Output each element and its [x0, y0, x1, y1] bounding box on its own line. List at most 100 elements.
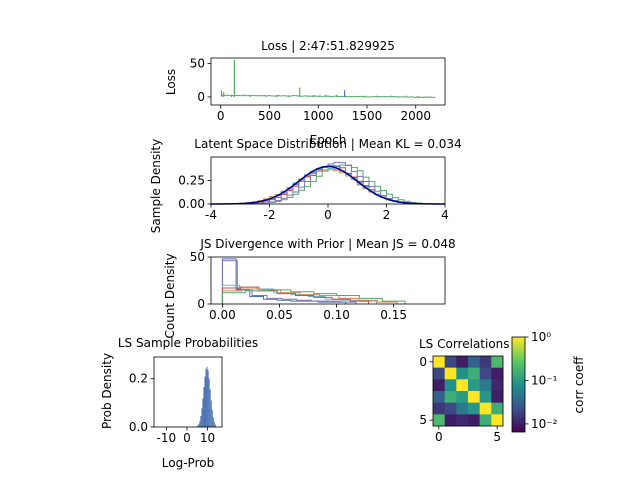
loss-xlabel: Epoch: [310, 133, 347, 147]
js-axes-frame: [210, 256, 446, 305]
js-ticks: 0.00 0.05 0.10 0.15 0 50: [190, 250, 407, 322]
corr-cell: [456, 379, 469, 392]
js-histogram-series: [221, 289, 406, 304]
logprob-xtick-label: -10: [157, 431, 177, 445]
logprob-bar: [204, 376, 206, 427]
latent-histogram-series: [210, 169, 446, 205]
corr-xtick-label: 5: [493, 430, 501, 444]
latent-xtick-label: -4: [205, 208, 217, 222]
loss-plot-area: [220, 60, 436, 99]
loss-ticks: 0 500 1000 1500 2000 0 50: [190, 56, 431, 123]
loss-xtick-label: 0: [217, 109, 225, 123]
corr-cell: [433, 414, 445, 427]
corr-cell: [468, 402, 480, 415]
corr-colorbar-tick-label: 10⁻²: [531, 417, 558, 431]
corr-cell: [444, 402, 457, 415]
corr-cell: [456, 391, 469, 403]
loss-xtick-label: 2000: [400, 109, 431, 123]
logprob-bar: [213, 421, 215, 427]
corr-colorbar: [511, 336, 526, 433]
corr-cell: [491, 414, 504, 427]
corr-cell: [444, 414, 457, 427]
logprob-bar: [211, 410, 213, 427]
corr-cell: [433, 367, 445, 380]
logprob-bar: [203, 387, 205, 427]
loss-panel: Loss | 2:47:51.829925 Loss Epoch 0 500 100…: [164, 39, 446, 147]
corr-colorbar-tick-label: 10⁰: [531, 330, 551, 344]
logprob-xlabel: Log-Prob: [162, 456, 214, 470]
logprob-bar: [198, 424, 200, 427]
js-xtick-label: 0.15: [380, 308, 407, 322]
logprob-bar: [200, 416, 202, 427]
latent-ytick-label: 0.25: [178, 174, 205, 188]
loss-xtick-label: 1000: [303, 109, 334, 123]
js-histogram-series: [221, 288, 398, 304]
logprob-bar: [210, 400, 212, 427]
loss-axes-frame: [210, 57, 446, 106]
corr-xtick-label: 0: [435, 430, 443, 444]
logprob-ytick-label: 0.0: [129, 420, 148, 434]
corr-cell: [456, 414, 469, 427]
js-ylabel: Count Density: [163, 253, 177, 338]
corr-ytick-label: 0: [419, 355, 427, 369]
latent-histogram-series: [210, 164, 446, 205]
corr-cell: [479, 402, 492, 415]
logprob-title: LS Sample Probabilities: [118, 336, 258, 350]
corr-cell: [444, 379, 457, 392]
corr-colorbar-ticks: 10⁰ 10⁻¹ 10⁻²: [525, 330, 558, 431]
js-plot-area: [221, 258, 406, 304]
corr-cell: [456, 367, 469, 380]
logprob-xtick-label: 10: [200, 431, 215, 445]
js-histogram-series: [221, 260, 357, 304]
logprob-bar: [209, 389, 211, 427]
latent-xtick-label: 4: [441, 208, 449, 222]
logprob-bar: [202, 398, 204, 427]
corr-cell: [444, 367, 457, 380]
js-histogram-series: [221, 286, 370, 304]
latent-ylabel: Sample Density: [149, 139, 163, 233]
logprob-plot-area: [196, 366, 216, 427]
corr-cell: [468, 379, 480, 392]
logprob-bar: [199, 421, 201, 427]
corr-cell: [468, 356, 480, 368]
latent-xtick-label: 0: [324, 208, 332, 222]
logprob-axes-frame: [153, 356, 223, 428]
corr-cell: [491, 367, 504, 380]
latent-xtick-label: -2: [264, 208, 276, 222]
corr-cell: [433, 356, 445, 368]
latent-plot-area: [210, 161, 446, 205]
corr-cell: [479, 391, 492, 403]
logprob-bar: [197, 425, 199, 427]
latent-xtick-label: 2: [383, 208, 391, 222]
latent-ytick-label: 0.00: [178, 197, 205, 211]
corr-cell: [456, 356, 469, 368]
corr-cell: [479, 414, 492, 427]
latent-prior-curve: [210, 165, 446, 205]
corr-colorbar-tick-label: 10⁻¹: [531, 373, 558, 387]
corr-ticks: 0 505: [419, 355, 501, 444]
js-xtick-label: 0.10: [323, 308, 350, 322]
corr-cell: [468, 391, 480, 403]
logprob-ticks: -10 0 10 0.0 0.2: [129, 372, 215, 445]
loss-ylabel: Loss: [164, 69, 178, 95]
logprob-bar: [206, 366, 208, 427]
latent-title: Latent Space Distribution | Mean KL = 0.…: [194, 137, 461, 151]
corr-cell: [468, 367, 480, 380]
logprob-bar: [205, 369, 207, 427]
loss-title: Loss | 2:47:51.829925: [261, 39, 395, 53]
js-title: JS Divergence with Prior | Mean JS = 0.0…: [199, 237, 455, 251]
logprob-panel: LS Sample Probabilities -10 0 10 0.0 0.2 Pro…: [100, 336, 258, 470]
logprob-bar: [214, 424, 216, 427]
corr-cell: [479, 367, 492, 380]
js-panel: 0.00 0.05 0.10 0.15 0 50 JS Divergence with P…: [163, 237, 456, 339]
loss-xtick-label: 1500: [352, 109, 383, 123]
corr-cell: [468, 414, 480, 427]
corr-cell: [491, 402, 504, 415]
corr-colorbar-label: corr coeff: [572, 356, 586, 414]
js-xtick-label: 0.00: [209, 308, 236, 322]
js-ytick-label: 50: [190, 250, 205, 264]
loss-ytick-label: 0: [197, 90, 205, 104]
corr-cell: [479, 379, 492, 392]
logprob-xtick-label: 0: [183, 431, 191, 445]
